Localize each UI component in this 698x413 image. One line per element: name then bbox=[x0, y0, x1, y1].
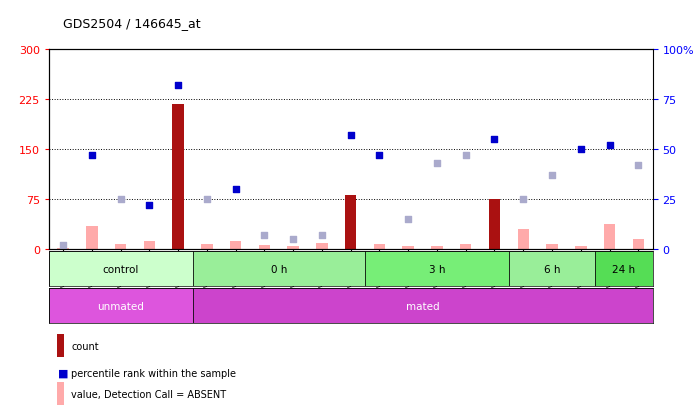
Bar bbox=[431, 247, 443, 250]
Bar bbox=[632, 240, 644, 250]
Point bbox=[202, 197, 213, 203]
Point bbox=[460, 152, 471, 159]
Bar bbox=[87, 226, 98, 250]
Bar bbox=[575, 247, 586, 250]
Text: count: count bbox=[71, 341, 99, 351]
Bar bbox=[57, 249, 69, 250]
Point bbox=[288, 237, 299, 243]
Point bbox=[431, 160, 443, 167]
Text: 24 h: 24 h bbox=[612, 264, 635, 274]
Bar bbox=[230, 242, 242, 250]
Bar bbox=[547, 244, 558, 250]
Text: GDS2504 / 146645_at: GDS2504 / 146645_at bbox=[63, 17, 200, 29]
Point bbox=[316, 233, 327, 239]
Text: percentile rank within the sample: percentile rank within the sample bbox=[71, 368, 236, 378]
Bar bbox=[144, 242, 155, 250]
Bar bbox=[365, 252, 509, 287]
Bar bbox=[316, 243, 328, 250]
Bar bbox=[403, 247, 414, 250]
Bar bbox=[193, 252, 365, 287]
Point bbox=[58, 242, 69, 249]
Text: value, Detection Call = ABSENT: value, Detection Call = ABSENT bbox=[71, 389, 226, 399]
Point bbox=[259, 233, 270, 239]
Point bbox=[115, 197, 126, 203]
Bar bbox=[604, 225, 615, 250]
Point bbox=[403, 216, 414, 223]
Point bbox=[604, 142, 615, 149]
Point bbox=[374, 152, 385, 159]
Bar bbox=[489, 199, 500, 250]
Bar bbox=[259, 246, 270, 250]
Text: 0 h: 0 h bbox=[271, 264, 287, 274]
Point bbox=[87, 152, 98, 159]
Bar bbox=[373, 244, 385, 250]
Bar bbox=[193, 288, 653, 323]
Bar bbox=[49, 252, 193, 287]
Point bbox=[345, 133, 356, 139]
Point bbox=[144, 202, 155, 209]
Point bbox=[547, 173, 558, 179]
Bar bbox=[595, 252, 653, 287]
Bar bbox=[201, 244, 213, 250]
Bar bbox=[345, 195, 357, 250]
Text: control: control bbox=[103, 264, 139, 274]
Point bbox=[489, 136, 500, 143]
Bar bbox=[57, 335, 64, 357]
Bar bbox=[509, 252, 595, 287]
Bar bbox=[288, 247, 299, 250]
Text: ■: ■ bbox=[58, 368, 68, 378]
Bar bbox=[115, 244, 126, 250]
Point bbox=[632, 162, 644, 169]
Point bbox=[230, 187, 242, 193]
Bar bbox=[517, 230, 529, 250]
Bar bbox=[49, 288, 193, 323]
Point bbox=[575, 147, 586, 153]
Text: unmated: unmated bbox=[97, 301, 144, 311]
Point bbox=[172, 82, 184, 89]
Text: mated: mated bbox=[406, 301, 440, 311]
Point bbox=[518, 197, 529, 203]
Bar bbox=[57, 382, 64, 405]
Text: 6 h: 6 h bbox=[544, 264, 560, 274]
Bar bbox=[172, 104, 184, 250]
Bar bbox=[460, 244, 472, 250]
Text: 3 h: 3 h bbox=[429, 264, 445, 274]
